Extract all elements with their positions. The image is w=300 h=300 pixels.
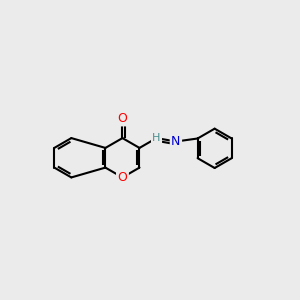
Text: O: O [118,171,128,184]
Text: N: N [171,135,181,148]
Text: H: H [152,133,161,143]
Text: O: O [118,112,128,125]
